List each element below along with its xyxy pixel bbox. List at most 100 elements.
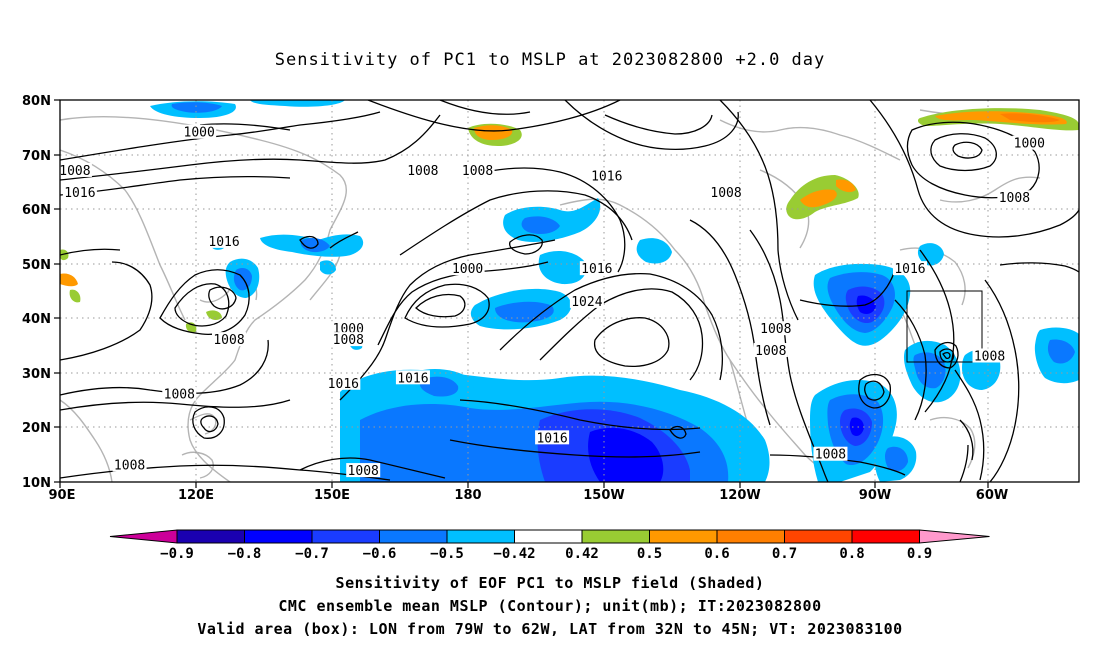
colorbar-max-triangle — [919, 529, 990, 544]
contour-label: 1016 — [581, 262, 612, 277]
colorbar-tick-label: 0.7 — [772, 546, 797, 562]
colorbar-cell — [244, 529, 313, 544]
lon-label-150w: 150W — [583, 488, 624, 503]
contour-label-bg — [579, 261, 614, 276]
lon-label-180: 180 — [454, 488, 481, 503]
latitude-labels: 80N 70N 60N 50N 40N 30N 20N 10N — [22, 94, 51, 491]
contour-label: 1008 — [348, 464, 379, 479]
contour-label: 1016 — [64, 186, 95, 201]
contour-label: 1008 — [59, 164, 90, 179]
lat-label-20n: 20N — [22, 421, 51, 436]
contour-label: 1008 — [760, 322, 791, 337]
contour-label: 1008 — [164, 388, 195, 403]
contour-label-bg — [892, 261, 927, 276]
contour-label-bg — [62, 184, 97, 199]
contour-label-bg — [112, 457, 147, 472]
colorbar-tick-label: 0.5 — [637, 546, 662, 562]
contour-label-bg — [346, 463, 381, 478]
contour-label-bg — [758, 321, 793, 336]
caption-line-1: Sensitivity of EOF PC1 to MSLP field (Sh… — [335, 574, 765, 592]
contour-label-bg — [569, 293, 604, 308]
contour-label-bg — [1012, 135, 1047, 150]
contour-label: 1008 — [755, 344, 786, 359]
lat-label-10n: 10N — [22, 476, 51, 491]
contour-label: 1008 — [815, 448, 846, 463]
contour-label-bg — [60, 162, 92, 177]
valid-area-box — [906, 290, 983, 363]
contour-label: 1024 — [571, 295, 602, 310]
lat-label-60n: 60N — [22, 203, 51, 218]
colorbar-tick-label: −0.9 — [160, 546, 194, 562]
lon-label-90e: 90E — [49, 488, 76, 503]
lat-ticks — [54, 99, 989, 488]
figure-title: Sensitivity of PC1 to MSLP at 2023082800… — [274, 50, 826, 70]
contour-label: 1016 — [328, 377, 359, 392]
contour-label: 1016 — [591, 169, 622, 184]
colorbar-cell — [581, 529, 650, 544]
contour-label: 1008 — [462, 164, 493, 179]
colorbar-tick-label: 0.8 — [839, 546, 864, 562]
contour-label: 1008 — [999, 191, 1030, 206]
contour-label: 1000 — [184, 126, 215, 141]
colorbar-cell — [311, 529, 380, 544]
contour-label-bg — [182, 124, 217, 139]
contour-label-bg — [405, 162, 440, 177]
contour-label: 1008 — [114, 459, 145, 474]
lat-label-50n: 50N — [22, 258, 51, 273]
colorbar — [109, 529, 990, 544]
contour-label-bg — [450, 261, 485, 276]
colorbar-tick-label: −0.8 — [228, 546, 262, 562]
lat-label-80n: 80N — [22, 94, 51, 109]
contour-label-bg — [589, 168, 624, 183]
colorbar-cell — [649, 529, 718, 544]
caption-line-3: Valid area (box): LON from 79W to 62W, L… — [197, 620, 903, 638]
contour-label: 1000 — [452, 262, 483, 277]
colorbar-cell — [379, 529, 448, 544]
colorbar-cell — [176, 529, 245, 544]
colorbar-labels: −0.9 −0.8 −0.7 −0.6 −0.5 −0.42 0.42 0.5 0.6 0.7 0.… — [160, 546, 932, 562]
map-frame — [59, 99, 1080, 483]
contour-label-bg — [207, 233, 242, 248]
colorbar-tick-label: −0.6 — [363, 546, 397, 562]
colorbar-min-triangle — [109, 529, 178, 544]
contour-label-bg — [753, 343, 788, 358]
colorbar-tick-label: 0.6 — [704, 546, 729, 562]
contour-label-bg — [972, 348, 1007, 363]
contour-label: 1008 — [213, 333, 244, 348]
contour-label-bg — [813, 446, 848, 461]
contour-label: 1008 — [974, 349, 1005, 364]
colorbar-tick-label: 0.42 — [565, 546, 599, 562]
colorbar-cell — [446, 529, 515, 544]
contour-label-bg — [535, 430, 570, 445]
colorbar-cell — [716, 529, 785, 544]
contour-label-bg — [331, 332, 366, 347]
longitude-labels: 90E 120E 150E 180 150W 120W 90W 60W — [49, 488, 1009, 503]
contour-label-bg — [709, 184, 744, 199]
contour-label: 1016 — [894, 262, 925, 277]
colorbar-tick-label: −0.5 — [430, 546, 464, 562]
contour-label: 1016 — [397, 371, 428, 386]
contour-label: 1008 — [333, 333, 364, 348]
lon-label-120w: 120W — [719, 488, 760, 503]
lon-label-60w: 60W — [976, 488, 1008, 503]
colorbar-cell — [514, 529, 583, 544]
lon-label-90w: 90W — [859, 488, 891, 503]
contour-label-bg — [997, 190, 1032, 205]
contour-label: 1008 — [407, 164, 438, 179]
contour-label: 1016 — [208, 235, 239, 250]
contour-label: 1000 — [1014, 137, 1045, 152]
lat-label-40n: 40N — [22, 312, 51, 327]
contour-label: 1008 — [710, 186, 741, 201]
colorbar-tick-label: −0.7 — [295, 546, 329, 562]
colorbar-cell — [784, 529, 853, 544]
contour-label: 1016 — [536, 431, 567, 446]
colorbar-cell — [851, 529, 920, 544]
contour-label-bg — [395, 370, 430, 385]
colorbar-tick-label: −0.42 — [493, 546, 535, 562]
lat-label-30n: 30N — [22, 367, 51, 382]
contour-labels: 1000 1008 1016 1008 1008 1016 1008 1016 1000 1016… — [59, 124, 1047, 479]
lat-label-70n: 70N — [22, 149, 51, 164]
contour-label-bg — [460, 162, 495, 177]
contour-label-bg — [331, 321, 366, 336]
